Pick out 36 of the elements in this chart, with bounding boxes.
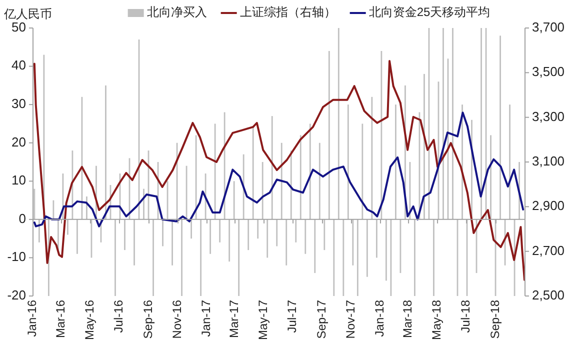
x-tick-label: Jul-16 [112,300,126,333]
y-tick-label: 20 [12,134,26,150]
y-tick-label: -20 [7,287,26,302]
legend-label: 北向净买入 [146,5,207,20]
legend-label: 北向资金25天移动平均 [368,5,490,20]
x-tick-label: Jan-18 [372,300,387,337]
y2-tick-label: 3,100 [532,153,565,168]
x-tick-label: Mar-18 [400,300,415,338]
x-tick-label: Nov-16 [170,300,184,339]
x-tick-label: May-18 [430,300,444,340]
y2-tick-label: 2,900 [532,198,565,214]
y-tick-label: 50 [12,19,26,34]
x-tick-label: May-17 [256,300,270,340]
y-tick-label: 0 [18,210,26,226]
x-tick-label: May-16 [82,300,97,340]
x-tick-label: Mar-16 [54,300,68,338]
x-tick-label: Jan-16 [25,300,40,337]
y2-tick-label: 3,500 [532,64,565,80]
x-tick-label: Sep-17 [314,300,329,339]
x-tick-label: Sep-18 [488,300,502,339]
y-tick-label: 10 [12,172,26,188]
y-tick-label: -10 [7,249,26,264]
x-tick-label: Jan-17 [199,300,214,337]
x-tick-label: Jul-17 [285,300,300,333]
y-tick-label: 30 [12,96,26,112]
x-tick-label: Mar-17 [227,300,242,338]
y2-tick-label: 2,700 [532,242,565,258]
x-tick-label: Jul-18 [458,300,473,333]
y2-tick-label: 2,500 [532,287,565,302]
x-tick-label: Sep-16 [141,300,156,339]
y2-tick-label: 3,300 [532,108,565,124]
y-tick-label: 40 [12,58,26,73]
x-tick-label: Nov-17 [344,300,358,339]
y-axis-title: 亿人民币 [3,7,52,21]
legend-label: 上证综指（右轴） [240,5,336,20]
y2-tick-label: 3,700 [532,19,565,34]
